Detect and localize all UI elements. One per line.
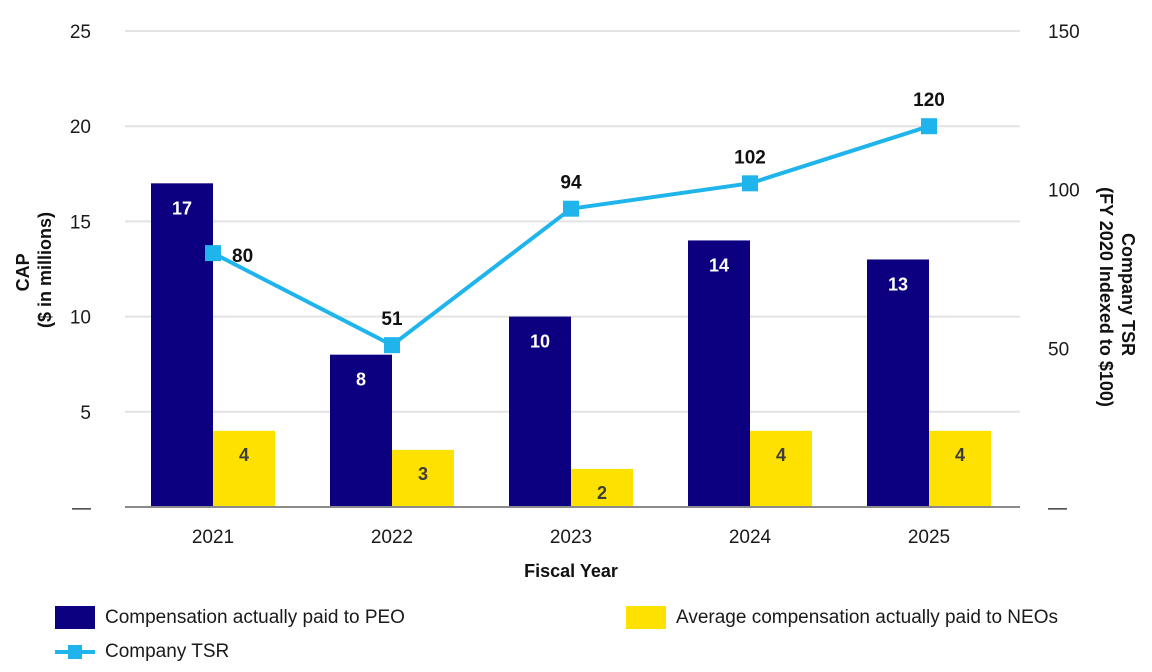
x-tick-label: 2024 — [729, 527, 772, 548]
tsr-value-label: 94 — [560, 173, 582, 194]
x-tick-label: 2023 — [550, 527, 592, 548]
y2-axis-title: Company TSR (FY 2020 Indexed to $100) — [1096, 187, 1138, 407]
neo-bar-label: 4 — [239, 445, 249, 465]
y-tick-label: 10 — [70, 308, 91, 329]
neo-bar-label: 3 — [418, 464, 428, 484]
peo-bar-label: 17 — [172, 198, 192, 218]
tsr-line — [212, 124, 930, 348]
y-axis-title: CAP ($ in millions) — [13, 212, 55, 328]
peo-bar-label: 8 — [356, 370, 366, 390]
peo-bar — [330, 354, 392, 507]
tsr-marker — [205, 245, 221, 262]
peo-bar — [688, 240, 750, 507]
peo-bar-label: 10 — [530, 332, 550, 352]
y2-axis-title-line-2: (FY 2020 Indexed to $100) — [1096, 187, 1116, 407]
legend-tsr-label: Company TSR — [105, 640, 230, 662]
neo-bar — [213, 430, 275, 507]
peo-bar — [867, 259, 929, 507]
tsr-marker — [921, 118, 937, 135]
y-axis-title-line-1: CAP — [13, 253, 33, 291]
neo-bar — [571, 468, 633, 507]
legend-neo-swatch — [626, 606, 666, 629]
neo-bar-label: 4 — [776, 445, 786, 465]
legend-neo: Average compensation actually paid to NE… — [626, 606, 1058, 629]
tsr-value-label: 51 — [381, 309, 403, 330]
tsr-marker — [384, 337, 400, 354]
y-tick-label: 5 — [80, 403, 91, 424]
tsr-marker — [563, 200, 579, 217]
right-axis-ticks: — 50 100 150 — [1048, 22, 1080, 519]
x-tick-label: 2025 — [908, 527, 950, 548]
neo-bar-label: 4 — [955, 445, 965, 465]
neo-bar — [929, 430, 991, 507]
peo-bar — [151, 183, 213, 507]
y-axis-title-line-2: ($ in millions) — [35, 212, 55, 328]
x-axis-title: Fiscal Year — [524, 561, 618, 581]
y-tick-label: 20 — [70, 117, 91, 138]
y-tick-label: — — [72, 498, 91, 519]
x-axis-ticks: 2021 2022 2023 2024 2025 — [192, 527, 950, 548]
y2-tick-label: 50 — [1048, 339, 1069, 360]
legend-tsr-swatch — [55, 640, 95, 663]
y-tick-label: 25 — [70, 22, 91, 43]
legend-tsr: Company TSR — [55, 640, 229, 663]
tsr-line-series: 80 51 94 102 120 — [205, 90, 945, 354]
tsr-marker — [742, 175, 758, 192]
y-tick-label: 15 — [70, 212, 91, 233]
neo-bar — [750, 430, 812, 507]
legend-peo: Compensation actually paid to PEO — [55, 606, 405, 629]
x-tick-label: 2022 — [371, 527, 413, 548]
y2-axis-title-line-1: Company TSR — [1118, 233, 1138, 356]
peo-bar-label: 14 — [709, 255, 729, 275]
legend-peo-swatch — [55, 606, 95, 629]
tsr-value-label: 102 — [734, 147, 766, 168]
left-axis-ticks: — 5 10 15 20 25 — [70, 22, 91, 519]
x-tick-label: 2021 — [192, 527, 234, 548]
tsr-value-label: 80 — [232, 246, 253, 267]
neo-bar-label: 2 — [597, 483, 607, 503]
y2-tick-label: 150 — [1048, 22, 1080, 43]
y2-tick-label: — — [1048, 498, 1067, 519]
tsr-value-label: 120 — [913, 90, 945, 111]
y2-tick-label: 100 — [1048, 181, 1080, 202]
peo-bar-label: 13 — [888, 274, 908, 294]
neo-bar — [392, 449, 454, 507]
bars: 17 4 8 3 10 2 14 4 13 4 — [151, 183, 991, 507]
legend-neo-label: Average compensation actually paid to NE… — [676, 606, 1058, 628]
legend-peo-label: Compensation actually paid to PEO — [105, 606, 405, 628]
peo-bar — [509, 316, 571, 507]
